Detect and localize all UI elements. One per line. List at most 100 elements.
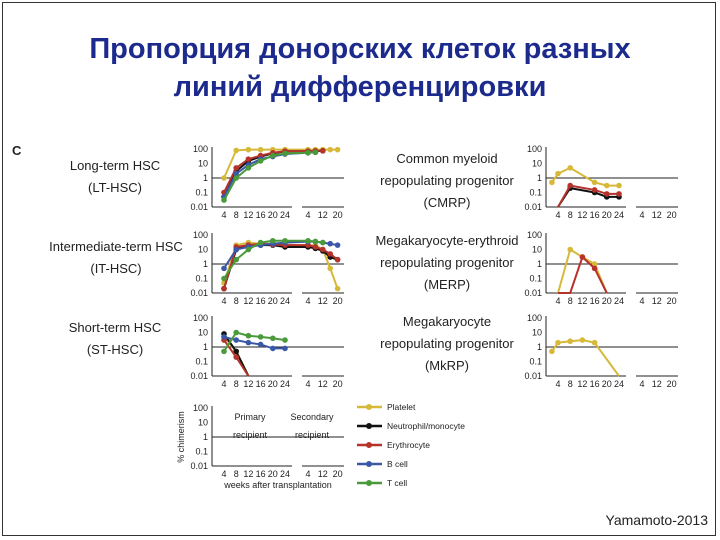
x-tick-label: 20 <box>602 379 612 389</box>
x-tick-label: 4 <box>305 210 310 220</box>
label-line: repopulating progenitor <box>380 255 514 270</box>
data-point <box>567 338 573 345</box>
x-tick-label: 16 <box>256 469 266 479</box>
x-tick-label: 16 <box>256 379 266 389</box>
annotation-secondary: Secondary <box>290 412 334 422</box>
x-tick-label: 12 <box>652 296 662 306</box>
y-tick-label: 0.01 <box>524 202 542 212</box>
y-tick-label: 0.01 <box>190 202 208 212</box>
x-tick-label: 24 <box>280 379 290 389</box>
x-tick-label: 20 <box>333 379 343 389</box>
x-tick-label: 8 <box>234 210 239 220</box>
data-point <box>270 345 276 352</box>
data-point <box>282 150 288 157</box>
x-tick-label: 24 <box>614 210 624 220</box>
data-point <box>567 246 573 253</box>
x-tick-label: 16 <box>256 296 266 306</box>
x-tick-label: 20 <box>667 379 677 389</box>
y-tick-label: 1 <box>537 342 542 352</box>
x-tick-label: 4 <box>221 469 226 479</box>
x-tick-label: 12 <box>577 379 587 389</box>
data-point <box>233 337 239 343</box>
y-tick-label: 0.1 <box>529 274 542 284</box>
x-tick-label: 24 <box>280 210 290 220</box>
y-tick-label: 1 <box>203 259 208 269</box>
data-point <box>245 165 252 171</box>
x-tick-label: 4 <box>639 296 644 306</box>
data-point <box>334 285 341 292</box>
panel-label-cmrp: Common myeloid repopulating progenitor (… <box>362 148 532 214</box>
y-tick-label: 100 <box>527 144 542 154</box>
x-tick-label: 12 <box>577 210 587 220</box>
x-tick-label: 8 <box>568 379 573 389</box>
x-tick-label: 24 <box>280 469 290 479</box>
title-line-2: линий дифференцировки <box>173 71 547 103</box>
legend-swatch-dot <box>366 404 372 410</box>
data-point <box>320 148 326 154</box>
label-line: Short-term HSC <box>68 320 162 335</box>
panel-label-mkrp: Megakaryocyte repopulating progenitor (M… <box>362 311 532 377</box>
data-point <box>555 339 561 346</box>
y-tick-label: 0.01 <box>524 371 542 381</box>
legend-label: Neutrophil/monocyte <box>387 421 465 431</box>
data-point <box>221 348 227 355</box>
legend-swatch-dot <box>366 480 372 486</box>
data-point <box>327 240 334 247</box>
data-point <box>270 335 276 342</box>
data-point <box>270 152 276 159</box>
y-tick-label: 10 <box>198 159 208 169</box>
y-tick-label: 10 <box>198 418 208 428</box>
data-point <box>604 191 610 197</box>
y-tick-label: 10 <box>198 328 208 338</box>
data-point <box>257 334 264 340</box>
series-line <box>551 166 619 187</box>
label-line: Intermediate-term HSC <box>49 239 183 254</box>
legend-label: Erythrocyte <box>387 440 430 450</box>
data-point <box>305 149 311 156</box>
y-tick-label: 10 <box>532 328 542 338</box>
y-axis-title: % chimerism <box>176 411 186 463</box>
annotation-secondary-recipient: recipient <box>295 430 330 440</box>
data-point <box>233 329 239 336</box>
data-point <box>282 345 288 352</box>
data-point <box>233 170 239 177</box>
x-tick-label: 20 <box>333 210 343 220</box>
x-tick-label: 12 <box>243 296 253 306</box>
y-tick-label: 10 <box>532 245 542 255</box>
x-tick-label: 20 <box>268 469 278 479</box>
x-tick-label: 12 <box>577 296 587 306</box>
data-point <box>233 354 239 360</box>
data-point <box>257 239 264 246</box>
data-point <box>221 285 227 292</box>
label-line: (LT-HSC) <box>88 180 142 195</box>
data-point <box>233 246 239 253</box>
data-point <box>567 165 573 171</box>
data-point <box>579 254 586 260</box>
label-line: Megakaryocyte-erythroid <box>375 233 519 248</box>
x-tick-label: 4 <box>305 379 310 389</box>
data-point <box>305 237 311 244</box>
x-tick-label: 16 <box>590 210 600 220</box>
data-point <box>567 182 573 189</box>
annotation-primary: Primary <box>235 412 266 422</box>
data-point <box>334 242 341 248</box>
data-point <box>320 239 326 246</box>
data-point <box>245 246 252 253</box>
legend-label: T cell <box>387 478 407 488</box>
label-line: Common myeloid <box>396 151 498 166</box>
data-point <box>579 337 586 343</box>
data-point <box>591 187 598 193</box>
x-tick-label: 8 <box>234 469 239 479</box>
panel-label-st-hsc: Short-term HSC (ST-HSC) <box>40 317 190 361</box>
y-tick-label: 100 <box>527 230 542 240</box>
x-tick-label: 16 <box>590 296 600 306</box>
data-point <box>282 337 288 343</box>
y-tick-label: 0.1 <box>195 188 208 198</box>
x-tick-label: 8 <box>568 296 573 306</box>
label-line: repopulating progenitor <box>380 173 514 188</box>
y-tick-label: 0.1 <box>529 357 542 367</box>
x-tick-label: 20 <box>268 379 278 389</box>
data-point <box>616 182 622 189</box>
